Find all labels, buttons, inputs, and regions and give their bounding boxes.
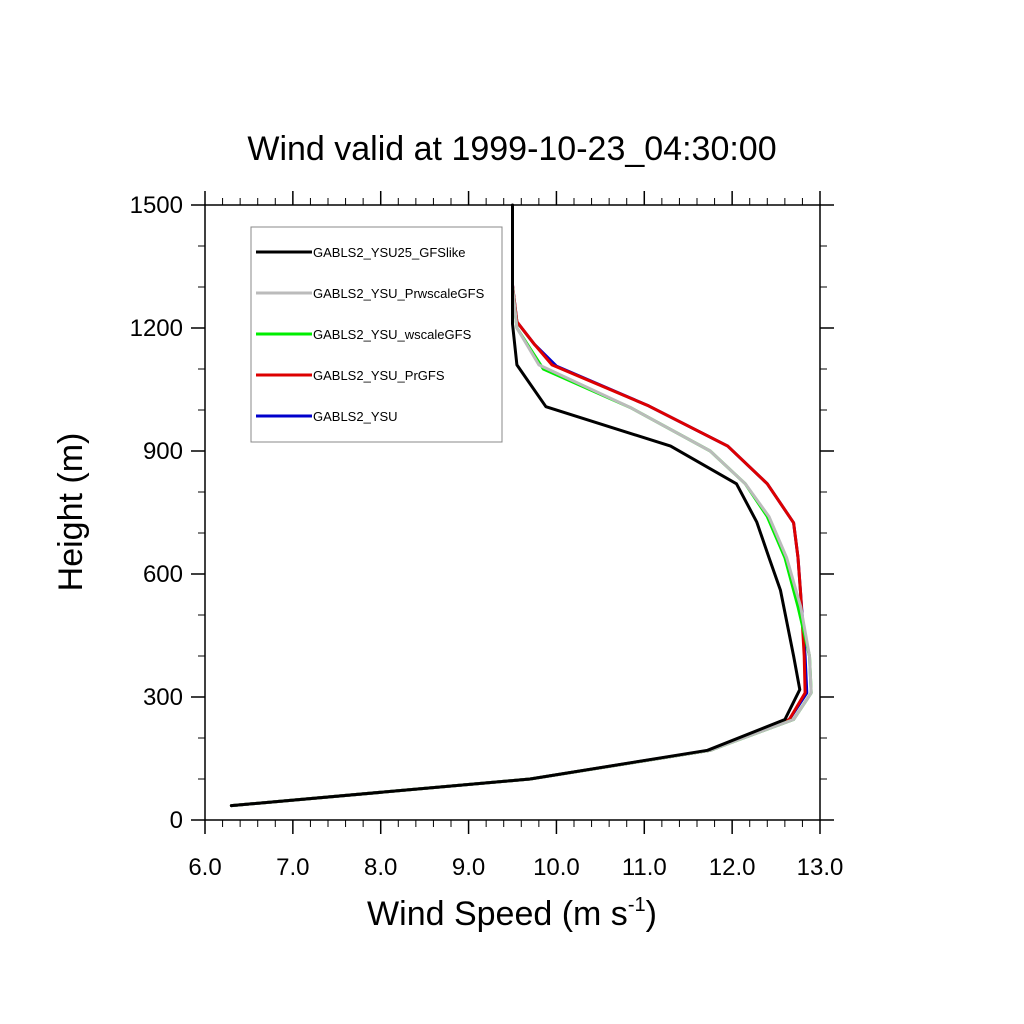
x-tick-label: 8.0 [364,854,397,881]
legend-label: GABLS2_YSU_PrwscaleGFS [313,286,485,301]
legend-label: GABLS2_YSU [313,409,398,424]
x-axis-label-superscript: -1 [628,894,646,916]
x-tick-label: 11.0 [622,854,667,881]
x-tick-label: 10.0 [533,854,580,881]
y-tick-label: 300 [143,684,183,711]
y-tick-label: 1500 [130,192,183,219]
legend-label: GABLS2_YSU25_GFSlike [313,245,465,260]
plot-area: 6.0 7.0 8.0 9.0 10.0 11.0 12.0 13.0 0 300 600 900 12… [130,191,844,881]
legend-label: GABLS2_YSU_PrGFS [313,368,445,383]
y-tick-label: 600 [143,561,183,588]
series-line-gabls2-ysu-prwscalegfs [229,285,813,808]
legend-label: GABLS2_YSU_wscaleGFS [313,327,472,342]
x-tick-label: 7.0 [276,854,309,881]
series-lines [229,203,813,808]
x-tick-label: 13.0 [797,854,844,881]
y-tick-label: 900 [143,438,183,465]
x-axis-label: Wind Speed (m s-1) [367,894,657,933]
axis-tick-labels: 6.0 7.0 8.0 9.0 10.0 11.0 12.0 13.0 0 300 600 900 12… [130,192,844,881]
axis-ticks [191,191,834,834]
y-tick-label: 0 [170,807,183,834]
series-line-gabls2-ysu25-gfslike [229,203,802,808]
chart-title: Wind valid at 1999-10-23_04:30:00 [247,130,776,168]
x-tick-label: 12.0 [709,854,756,881]
x-tick-label: 6.0 [188,854,221,881]
y-tick-label: 1200 [130,315,183,342]
x-tick-label: 9.0 [452,854,485,881]
legend: GABLS2_YSU25_GFSlike GABLS2_YSU_PrwscaleG… [250,226,503,443]
y-axis-label: Height (m) [52,433,90,592]
